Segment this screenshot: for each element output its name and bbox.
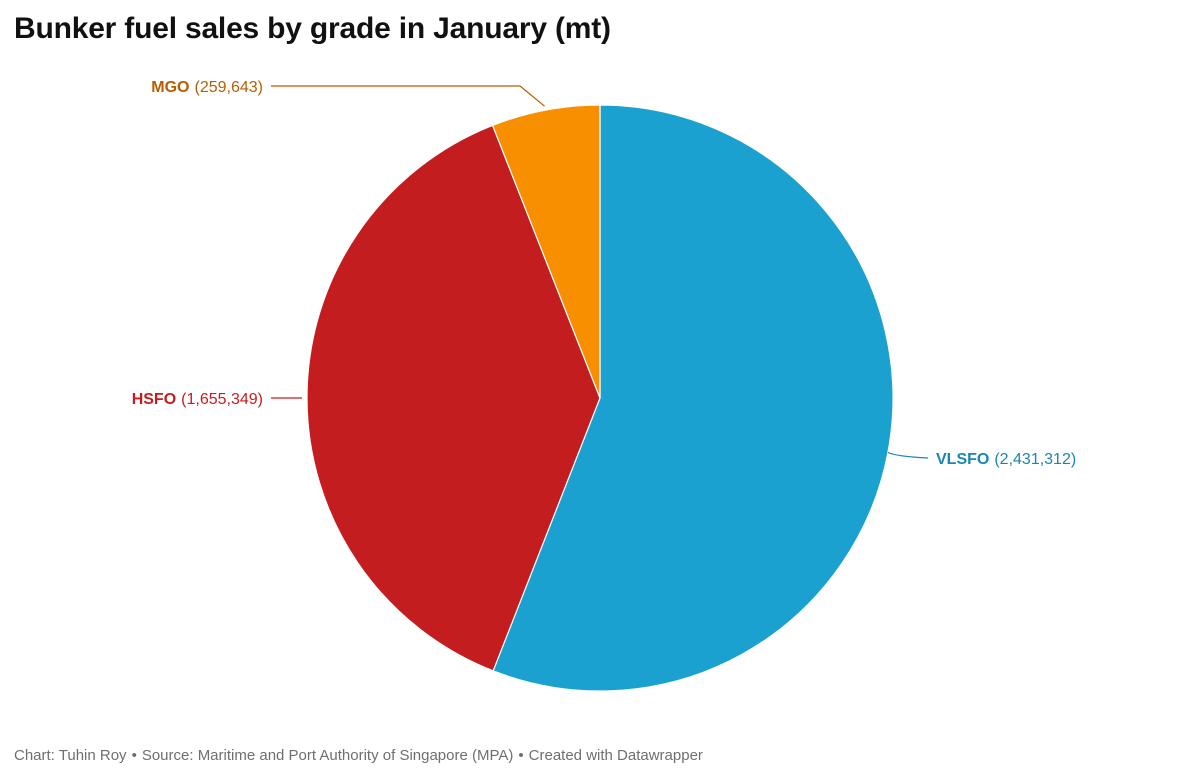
pie-slice-hsfo	[306, 124, 601, 672]
leader-line-vlsfo	[887, 451, 929, 459]
slice-value-mgo: (259,643)	[195, 79, 264, 96]
slice-label-text: VLSFO (2,431,312)	[936, 451, 1076, 468]
slice-label-text: MGO (259,643)	[151, 79, 263, 96]
slice-value-hsfo: (1,655,349)	[181, 391, 263, 408]
leader-line-mgo	[271, 85, 545, 107]
slice-name-vlsfo: VLSFO	[936, 451, 989, 468]
slice-label-vlsfo: VLSFO (2,431,312)	[887, 451, 1076, 468]
slice-label-text: HSFO (1,655,349)	[132, 391, 263, 408]
footer-separator: •	[131, 747, 137, 764]
slice-name-hsfo: HSFO	[132, 391, 176, 408]
pie-slice-mgo	[491, 104, 601, 399]
footer-source: Source: Maritime and Port Authority of S…	[141, 747, 514, 764]
slice-name-mgo: MGO	[151, 79, 189, 96]
slice-label-hsfo: HSFO (1,655,349)	[132, 391, 302, 408]
slice-label-mgo: MGO (259,643)	[151, 79, 545, 107]
footer-separator: •	[518, 747, 524, 764]
footer-credit: Chart: Tuhin Roy	[14, 747, 127, 764]
footer-tool: Created with Datawrapper	[528, 747, 703, 764]
chart-title: Bunker fuel sales by grade in January (m…	[14, 12, 611, 45]
chart-footer: Chart: Tuhin Roy • Source: Maritime and Po…	[14, 747, 703, 764]
pie-chart: VLSFO (2,431,312) HSFO (1,655,349) MGO (259,6…	[132, 79, 1076, 692]
pie-slice-vlsfo	[492, 104, 894, 692]
slice-value-vlsfo: (2,431,312)	[994, 451, 1076, 468]
